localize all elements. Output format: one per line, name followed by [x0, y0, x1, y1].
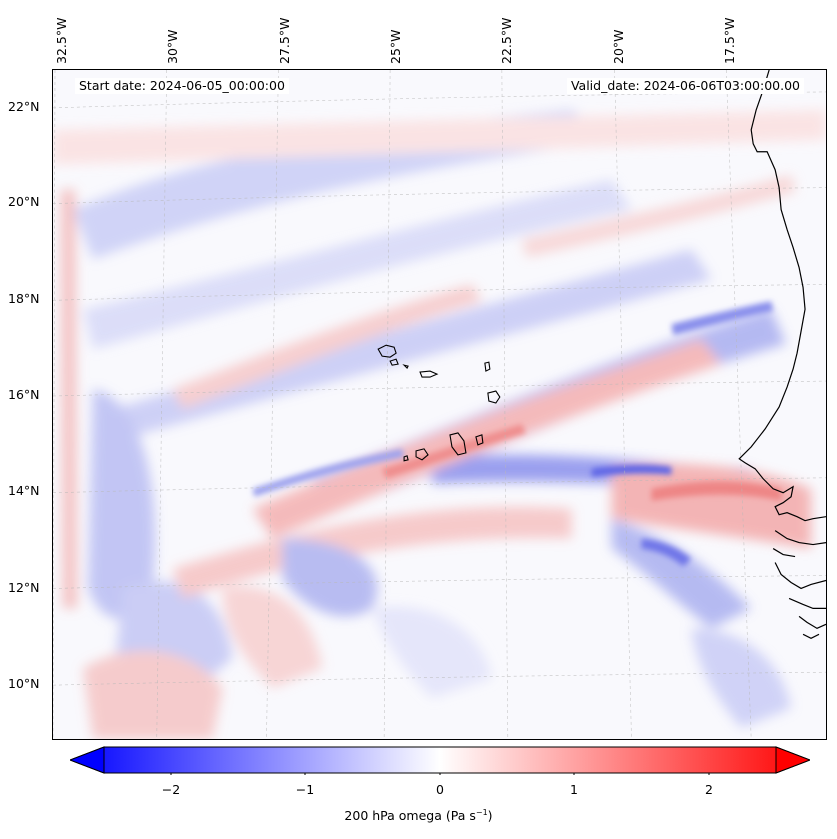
omega-field-map: [53, 70, 826, 739]
lon-label-22-5w: 22.5°W: [499, 17, 514, 64]
map-panel[interactable]: [52, 69, 827, 740]
omega-field-patches: [53, 109, 826, 739]
island-fogo: [415, 448, 429, 461]
lon-label-25w: 25°W: [388, 29, 403, 64]
map-gridlines: [53, 70, 826, 739]
lat-label-10n: 10°N: [8, 676, 40, 691]
colorbar-tick-label: 0: [436, 782, 444, 797]
colorbar-title: 200 hPa omega (Pa s−1): [0, 808, 837, 823]
island-santo-antao: [377, 344, 397, 358]
omega-field-streaks: [252, 301, 782, 567]
colorbar-bar: [68, 746, 812, 774]
lon-label-17-5w: 17.5°W: [722, 17, 737, 64]
colorbar-low-extend: [68, 746, 105, 774]
colorbar-tick-label: 1: [570, 782, 578, 797]
lat-label-22n: 22°N: [8, 99, 40, 114]
island-santiago: [449, 432, 467, 456]
colorbar-tick-label: −1: [295, 782, 315, 797]
lon-label-27-5w: 27.5°W: [277, 17, 292, 64]
gambia-coast: [772, 530, 826, 639]
colorbar-tick-label: 2: [705, 782, 713, 797]
colorbar-title-exponent: −1: [475, 808, 488, 817]
lat-label-18n: 18°N: [8, 291, 40, 306]
lat-label-16n: 16°N: [8, 387, 40, 402]
lat-label-12n: 12°N: [8, 580, 40, 595]
island-maio: [475, 434, 484, 446]
colorbar-title-main: 200 hPa omega (Pa s: [344, 808, 476, 824]
island-brava: [403, 455, 409, 462]
island-sao-vicente: [389, 358, 399, 366]
lon-label-20w: 20°W: [611, 29, 626, 64]
island-santa-luzia: [402, 364, 409, 370]
colorbar-high-extend: [775, 746, 812, 774]
lon-label-30w: 30°W: [165, 29, 180, 64]
island-sal: [484, 361, 491, 372]
island-boa-vista: [487, 390, 501, 404]
colorbar-graphic: [68, 746, 812, 777]
island-sao-nicolau: [419, 370, 439, 378]
africa-coastline: [738, 70, 826, 522]
start-date-label: Start date: 2024-06-05_00:00:00: [75, 78, 289, 94]
colorbar-tick-label: −2: [161, 782, 181, 797]
colorbar-title-end: ): [487, 808, 493, 824]
lon-label-32-5w: 32.5°W: [54, 17, 69, 64]
valid-date-label: Valid_date: 2024-06-06T03:00:00.00: [566, 78, 804, 94]
colorbar: [68, 745, 812, 777]
lat-label-14n: 14°N: [8, 483, 40, 498]
lat-label-20n: 20°N: [8, 194, 40, 209]
cape-verde-islands: [377, 344, 501, 462]
